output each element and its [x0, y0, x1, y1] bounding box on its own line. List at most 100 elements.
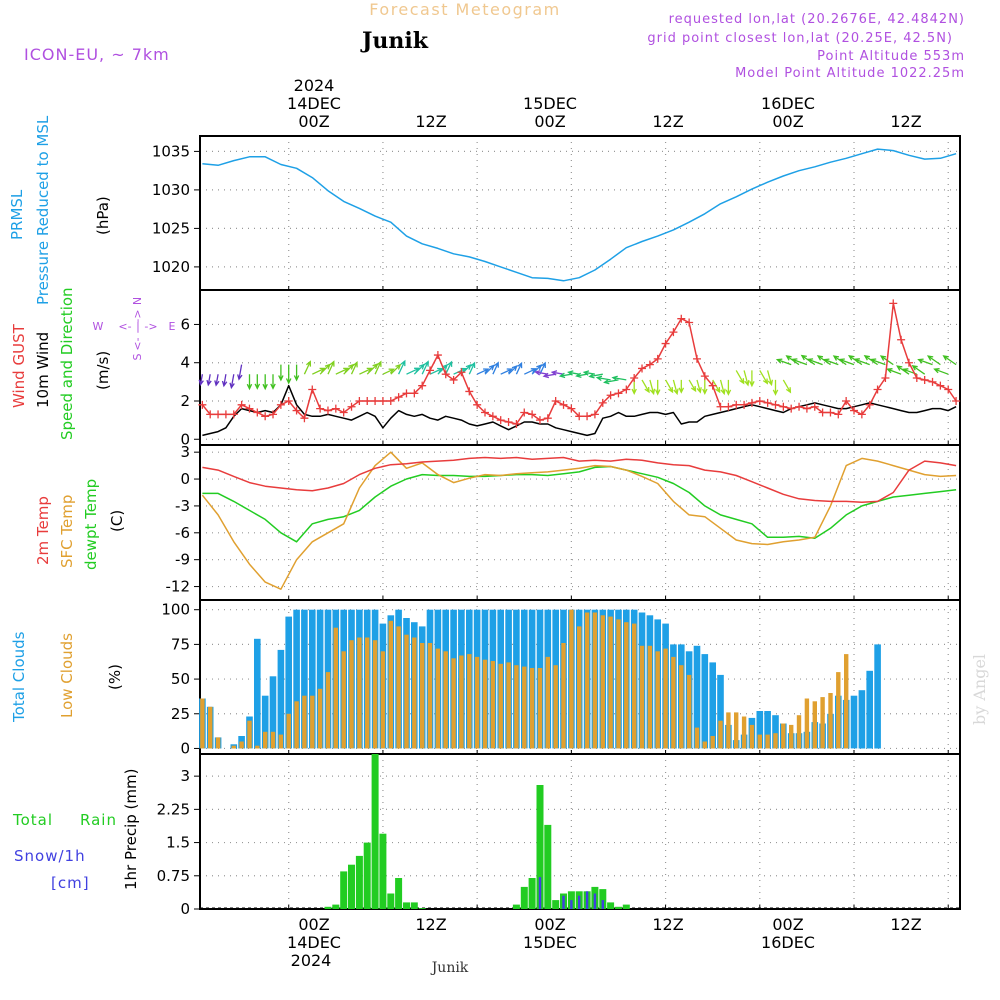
ytick-label: 1035 — [152, 142, 190, 160]
ytick-label: 100 — [161, 601, 190, 619]
wind-marks — [198, 299, 961, 437]
low-clouds-bar — [710, 736, 715, 749]
total-clouds-bar — [285, 616, 292, 749]
low-clouds-bar — [655, 651, 660, 749]
wind-gust-point — [661, 339, 670, 348]
low-clouds-bar — [341, 651, 346, 749]
low-clouds-bar — [490, 661, 496, 749]
low-clouds-bar — [529, 668, 535, 749]
low-clouds-bar — [506, 662, 511, 749]
rain-bar — [512, 904, 520, 909]
wind-gust-point — [481, 408, 489, 417]
pressure-ylabel: PRMSL Pressure Reduced to MSL — [8, 115, 52, 305]
snow-bar — [562, 895, 565, 909]
low-clouds-bar — [773, 733, 778, 749]
wind-direction-arrow — [214, 374, 220, 387]
wind-direction-arrow — [508, 365, 518, 375]
wind-direction-arrow — [246, 374, 253, 391]
wind-gust-point — [873, 385, 882, 394]
low-clouds-bar — [474, 656, 480, 749]
total-clouds-bar — [709, 662, 716, 749]
temp-2m-ylabel: 2m Temp — [34, 496, 52, 565]
low-clouds-bar — [726, 712, 731, 749]
low-clouds-bar — [679, 665, 684, 749]
top-hour-label: 00Z — [534, 112, 565, 131]
wind-direction-arrow — [445, 360, 453, 375]
low-clouds-bar — [553, 665, 558, 749]
ytick-label: 4 — [180, 354, 190, 372]
total-clouds-bar — [866, 670, 873, 749]
wind-gust-point — [810, 402, 819, 411]
low-clouds-bar — [820, 697, 825, 749]
low-clouds-bar — [263, 731, 268, 749]
low-clouds-bar — [686, 674, 692, 749]
compass-east-arrow: -> — [144, 320, 157, 333]
wind-direction-arrow — [575, 372, 588, 379]
ytick-label: 6 — [180, 315, 190, 333]
low-clouds-bar — [404, 634, 409, 749]
low-clouds-bar — [647, 645, 653, 749]
wind-direction-arrow — [917, 358, 933, 366]
snow-bar — [585, 891, 589, 909]
wind-gust-point — [394, 393, 403, 402]
low-clouds-bar — [702, 741, 707, 749]
low-clouds-bar — [514, 665, 519, 749]
temperature-yticks: 3 0 -3 -6 -9 -12 — [166, 443, 191, 595]
wind-direction-arrow — [886, 368, 902, 375]
low-clouds-bar — [317, 688, 323, 749]
wind-direction-arrow — [524, 368, 538, 375]
temp-unit: (C) — [108, 510, 126, 532]
low-clouds-bar — [396, 626, 401, 749]
wind-direction-arrow — [198, 374, 204, 387]
wind-gust-point — [802, 404, 811, 413]
wind-gust-line — [201, 302, 957, 425]
precip-legend-snow: Snow/1h — [14, 847, 86, 865]
bottom-hour-label: 00Z — [534, 915, 565, 934]
low-clouds-bar — [608, 616, 613, 749]
rain-bar — [324, 906, 332, 909]
ytick-label: 0.75 — [157, 867, 190, 885]
panel-frame — [199, 289, 961, 446]
rain-bar — [348, 864, 355, 909]
top-hour-label: 00Z — [772, 112, 803, 131]
compass-north-label: N — [131, 297, 144, 305]
low-clouds-bar — [247, 720, 252, 749]
wind-direction-arrow — [725, 379, 732, 396]
wind-gust-point — [606, 391, 615, 400]
precip-legend-snow-unit: [cm] — [51, 874, 90, 892]
wind-direction-arrow — [492, 361, 499, 375]
ytick-label: 1.5 — [166, 834, 190, 852]
wind-gust-point — [402, 389, 411, 398]
compass-south-arrow: <- — [131, 337, 144, 350]
wind-direction-arrow — [806, 358, 823, 366]
rain-bar — [599, 889, 607, 909]
wind-gust-point — [857, 410, 866, 419]
wind-direction-arrow — [655, 379, 661, 396]
precip-grid — [194, 753, 961, 910]
ytick-label: 25 — [171, 705, 190, 723]
panel-frame — [199, 753, 961, 910]
wind-direction-arrow — [942, 355, 957, 366]
wind-gust-point — [543, 414, 552, 423]
rain-bar — [340, 871, 348, 909]
wind-direction-arrow — [542, 372, 556, 379]
total-clouds-bar — [301, 609, 308, 749]
low-clouds-bar — [365, 637, 370, 749]
low-clouds-bar — [372, 640, 378, 749]
wind-gust-point — [520, 408, 529, 417]
snow-bar — [538, 877, 542, 909]
wind-gust-point — [229, 410, 238, 419]
ytick-label: 2 — [180, 392, 190, 410]
wind-direction-arrow — [588, 373, 603, 379]
compass-north-arrow: -> — [131, 309, 144, 322]
low-clouds-bar — [270, 731, 276, 749]
ytick-label: 3 — [180, 767, 190, 785]
wind-direction-arrow — [437, 363, 449, 375]
low-clouds-bar — [467, 654, 472, 749]
low-clouds-bar — [380, 651, 386, 749]
wind-gust-point — [771, 400, 780, 409]
wind-gust-point — [363, 396, 372, 405]
wind-direction-arrow — [933, 368, 949, 375]
wind-gust-point — [732, 400, 741, 409]
